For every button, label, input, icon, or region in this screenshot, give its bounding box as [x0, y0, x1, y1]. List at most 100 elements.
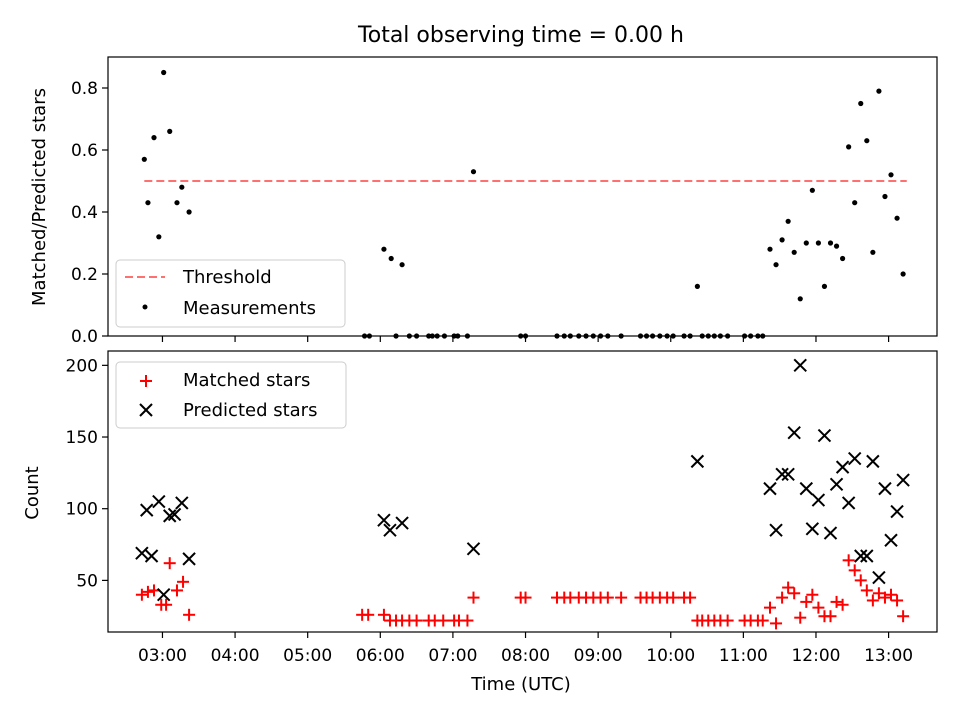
legend-matched-label: Matched stars	[183, 370, 310, 391]
matched-stars-point	[872, 587, 885, 600]
bottom-x-tick-label: 11:00	[719, 646, 768, 666]
predicted-stars-point	[781, 467, 795, 482]
predicted-stars-point	[805, 522, 820, 536]
matched-stars-point	[177, 575, 190, 588]
measurement-point	[748, 333, 754, 339]
measurement-point	[597, 333, 604, 339]
bottom-x-tick-label: 07:00	[428, 646, 477, 666]
predicted-stars-point	[140, 503, 154, 517]
measurement-point	[694, 283, 700, 289]
predicted-stars-point	[383, 523, 397, 537]
measurement-point	[388, 255, 394, 262]
legend-predicted-label: Predicted stars	[183, 400, 317, 421]
matched-stars-point	[183, 608, 196, 621]
predicted-stars-point	[872, 570, 886, 585]
measurement-point	[441, 333, 448, 339]
legend-predicted-swatch	[139, 403, 153, 417]
predicted-stars-point	[775, 467, 789, 482]
predicted-stars-point	[152, 494, 166, 509]
measurement-point	[755, 333, 761, 339]
measurement-point	[522, 333, 529, 339]
matched-stars-point	[776, 591, 789, 604]
matched-stars-point	[788, 587, 801, 600]
matched-stars-point	[782, 581, 795, 594]
measurement-point	[470, 169, 477, 175]
measurement-point	[590, 333, 596, 339]
predicted-stars-point	[690, 454, 705, 469]
matched-stars-point	[519, 591, 532, 604]
measurement-point	[827, 240, 834, 246]
top-y-tick-label: 0.8	[71, 79, 98, 99]
measurement-point	[840, 255, 846, 262]
bottom-y-axis: 50 100 150 200	[66, 356, 108, 591]
measurement-point	[561, 333, 567, 339]
predicted-stars-point	[182, 552, 196, 566]
measurement-point	[156, 234, 162, 240]
measurement-point	[618, 333, 624, 339]
measurement-point	[779, 237, 785, 243]
measurement-point	[699, 333, 705, 339]
predicted-stars-point	[896, 473, 910, 487]
legend-threshold-label: Threshold	[182, 267, 272, 288]
measurement-point	[161, 69, 167, 76]
matched-stars-point	[667, 591, 680, 604]
matched-stars-point	[461, 614, 474, 627]
matched-stars-point	[836, 598, 849, 611]
matched-stars-point	[684, 591, 697, 604]
matched-stars-point	[800, 595, 813, 608]
measurement-point	[821, 283, 828, 289]
measurement-point	[145, 200, 151, 206]
predicted-stars-point	[878, 481, 892, 496]
bottom-x-tick-label: 08:00	[501, 646, 550, 666]
top-y-axis-label: Matched/Predicted stars	[29, 88, 50, 306]
chart-title: Total observing time = 0.00 h	[357, 23, 684, 48]
top-plot-area	[141, 69, 907, 339]
matched-stars-point	[721, 614, 734, 627]
measurement-point	[406, 333, 412, 339]
measurement-point	[399, 262, 405, 268]
measurement-point	[705, 333, 711, 339]
bottom-y-tick-label: 150	[66, 428, 98, 448]
matched-stars-point	[467, 591, 480, 604]
measurement-point	[773, 262, 779, 268]
measurement-point	[741, 333, 748, 339]
predicted-stars-point	[866, 454, 880, 469]
matched-stars-point	[897, 610, 910, 623]
predicted-stars-point	[787, 426, 801, 440]
top-y-tick-label: 0.6	[71, 141, 98, 161]
top-y-tick-label: 0.0	[71, 327, 98, 347]
measurement-point	[664, 333, 670, 339]
measurement-point	[717, 333, 723, 339]
measurement-point	[429, 333, 435, 339]
top-y-tick-label: 0.2	[71, 265, 98, 285]
legend-measurements-label: Measurements	[183, 298, 316, 319]
matched-stars-point	[878, 591, 891, 604]
measurement-point	[900, 271, 906, 277]
measurement-point	[852, 200, 858, 206]
predicted-stars-point	[163, 509, 177, 523]
predicted-stars-point	[817, 428, 832, 443]
measurement-point	[670, 333, 676, 339]
matched-stars-point	[854, 574, 867, 587]
measurement-point	[894, 215, 900, 221]
matched-stars-point	[824, 610, 837, 623]
top-legend: Threshold Measurements	[115, 259, 346, 328]
predicted-stars-point	[854, 549, 868, 563]
measurement-point	[567, 333, 573, 339]
bottom-x-tick-label: 04:00	[211, 646, 260, 666]
measurement-point	[725, 333, 731, 339]
bottom-y-tick-label: 100	[66, 500, 98, 520]
measurement-point	[605, 333, 611, 339]
matched-stars-point	[170, 584, 183, 597]
measurement-point	[791, 249, 797, 255]
measurement-point	[361, 333, 368, 339]
measurement-point	[167, 128, 173, 134]
predicted-stars-point	[884, 533, 898, 547]
measurement-point	[687, 333, 693, 339]
predicted-stars-point	[890, 504, 904, 519]
predicted-stars-point	[466, 542, 481, 556]
measurement-point	[870, 249, 876, 255]
matched-stars-point	[866, 594, 879, 607]
predicted-stars-point	[841, 496, 856, 510]
